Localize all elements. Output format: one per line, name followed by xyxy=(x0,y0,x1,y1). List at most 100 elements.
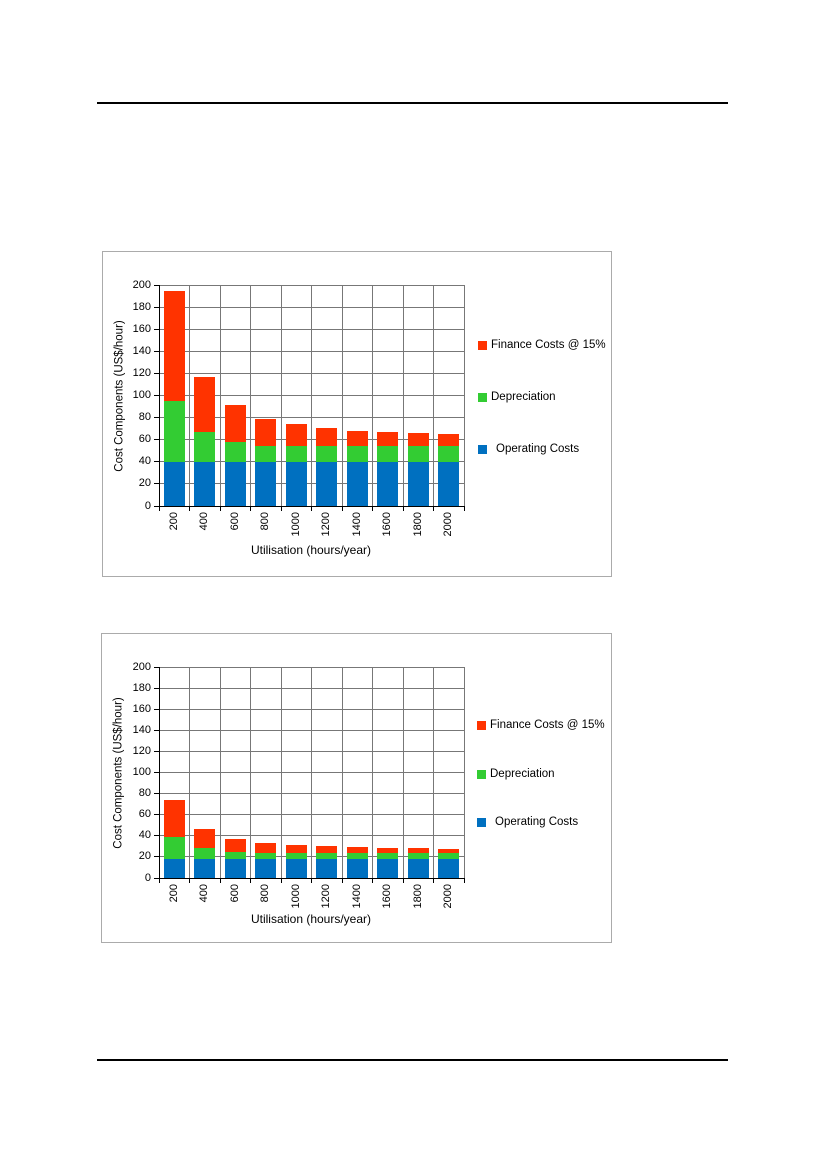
bar-segment-operating-costs xyxy=(285,859,307,878)
x-tick-mark xyxy=(433,507,434,511)
y-tick-label: 160 xyxy=(132,322,151,335)
y-tick-mark xyxy=(154,372,159,374)
bar-segment-depreciation xyxy=(377,446,399,462)
bar-segment-finance-costs-15 xyxy=(224,405,246,442)
v-gridline xyxy=(280,667,282,878)
legend-marker-depreciation xyxy=(477,770,486,779)
y-tick-mark xyxy=(154,835,159,837)
v-gridline xyxy=(189,285,190,506)
legend-label: Finance Costs @ 15% xyxy=(491,338,606,351)
y-axis-line xyxy=(158,285,160,507)
bar-segment-operating-costs xyxy=(316,859,338,878)
legend-marker-depreciation xyxy=(478,393,487,402)
v-gridline xyxy=(372,667,373,878)
y-tick-mark xyxy=(154,814,159,816)
y-tick-mark xyxy=(154,395,159,396)
y-tick-label: 200 xyxy=(132,278,151,291)
x-tick-label: 1600 xyxy=(381,884,394,909)
bar-segment-finance-costs-15 xyxy=(285,424,307,447)
x-tick-mark xyxy=(402,879,404,883)
bar-segment-finance-costs-15 xyxy=(438,848,460,853)
y-tick-label: 140 xyxy=(132,344,151,357)
v-gridline xyxy=(341,667,343,878)
bar-segment-finance-costs-15 xyxy=(255,418,277,447)
bar-segment-operating-costs xyxy=(194,461,216,506)
bar-segment-operating-costs xyxy=(255,461,277,506)
x-tick-label: 1400 xyxy=(350,884,363,909)
y-tick-mark xyxy=(154,750,159,752)
bar-segment-finance-costs-15 xyxy=(316,427,338,447)
x-tick-label: 1000 xyxy=(289,884,302,909)
bottom-horizontal-rule xyxy=(97,1059,728,1061)
bar-segment-depreciation xyxy=(346,446,368,462)
x-tick-label: 1600 xyxy=(381,512,394,537)
legend-marker-finance-costs-15 xyxy=(477,721,486,730)
y-tick-mark xyxy=(154,856,159,858)
y-tick-label: 80 xyxy=(138,787,151,800)
x-tick-label: 400 xyxy=(198,512,211,531)
x-tick-mark xyxy=(189,507,190,511)
y-tick-mark xyxy=(154,328,159,330)
bar-segment-depreciation xyxy=(194,431,216,462)
bar-segment-depreciation xyxy=(438,852,460,859)
x-tick-label: 1800 xyxy=(411,512,424,537)
legend-marker-finance-costs-15 xyxy=(478,341,487,350)
v-gridline xyxy=(250,285,251,506)
x-tick-label: 2000 xyxy=(442,512,455,537)
x-tick-label: 2000 xyxy=(442,884,455,909)
y-tick-label: 40 xyxy=(138,829,151,842)
bar-segment-depreciation xyxy=(194,848,216,859)
x-tick-mark xyxy=(250,507,251,511)
x-tick-mark xyxy=(280,507,282,511)
y-tick-label: 100 xyxy=(132,766,151,778)
bar-segment-operating-costs xyxy=(438,461,460,506)
bar-segment-finance-costs-15 xyxy=(255,843,277,853)
y-tick-label: 180 xyxy=(132,300,151,313)
y-tick-label: 60 xyxy=(138,808,151,821)
x-tick-label: 800 xyxy=(259,884,272,903)
bar-segment-finance-costs-15 xyxy=(224,838,246,852)
v-gridline xyxy=(433,285,434,506)
y-tick-label: 0 xyxy=(144,499,151,512)
bar-segment-depreciation xyxy=(224,441,246,462)
bar-segment-depreciation xyxy=(163,836,185,859)
v-gridline xyxy=(311,285,312,506)
bar-segment-depreciation xyxy=(346,852,368,859)
x-tick-label: 1200 xyxy=(320,884,333,909)
y-tick-mark xyxy=(154,306,159,308)
bar-segment-operating-costs xyxy=(346,859,368,878)
x-tick-label: 200 xyxy=(167,884,180,903)
v-gridline xyxy=(280,285,282,506)
y-tick-label: 20 xyxy=(138,477,151,490)
bar-segment-operating-costs xyxy=(194,859,216,878)
y-tick-mark xyxy=(154,417,159,419)
v-gridline xyxy=(219,667,221,878)
x-tick-label: 600 xyxy=(228,512,241,531)
y-tick-label: 40 xyxy=(138,455,151,468)
bar-segment-operating-costs xyxy=(224,461,246,506)
bar-segment-finance-costs-15 xyxy=(407,433,429,447)
y-tick-label: 140 xyxy=(132,723,151,736)
x-tick-mark xyxy=(463,879,465,883)
bar-segment-depreciation xyxy=(407,852,429,859)
bar-segment-finance-costs-15 xyxy=(438,434,460,447)
x-tick-mark xyxy=(433,879,434,883)
legend-marker-operating-costs xyxy=(477,818,486,827)
x-tick-mark xyxy=(158,507,160,511)
x-tick-mark xyxy=(402,507,404,511)
legend-label: Operating Costs xyxy=(495,815,579,828)
bar-segment-depreciation xyxy=(285,446,307,462)
x-tick-mark xyxy=(463,507,465,511)
y-tick-label: 100 xyxy=(132,389,151,401)
y-tick-label: 120 xyxy=(132,744,151,757)
bar-segment-depreciation xyxy=(407,446,429,462)
x-tick-mark xyxy=(219,879,221,883)
bar-segment-operating-costs xyxy=(346,461,368,506)
legend-label: Operating Costs xyxy=(496,442,580,455)
x-tick-mark xyxy=(311,507,312,511)
x-tick-mark xyxy=(372,507,373,511)
y-tick-mark xyxy=(154,483,159,485)
v-gridline xyxy=(311,667,312,878)
bar-segment-operating-costs xyxy=(255,859,277,878)
top-horizontal-rule xyxy=(97,102,728,104)
